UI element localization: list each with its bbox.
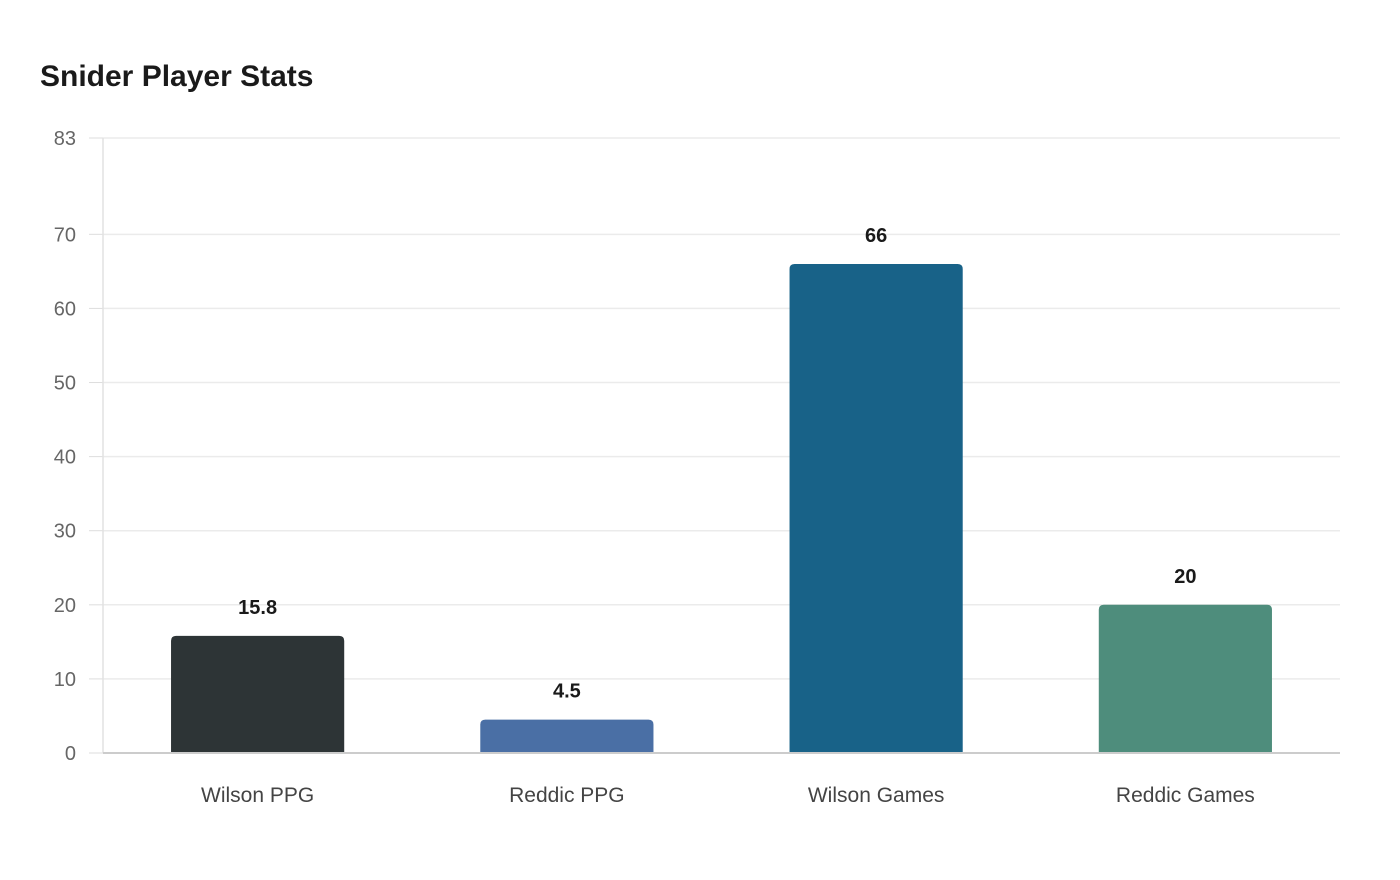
y-tick-label: 70 bbox=[54, 224, 76, 246]
y-tick-label: 50 bbox=[54, 373, 76, 395]
gridlines bbox=[103, 137, 1340, 680]
y-tick-label: 83 bbox=[54, 128, 76, 150]
y-tick-label: 30 bbox=[54, 521, 76, 543]
x-category-label: Wilson Games bbox=[808, 784, 945, 807]
bar-reddic-games bbox=[1098, 604, 1272, 753]
bar-wilson-games bbox=[789, 263, 963, 753]
axes: 0 10 20 30 40 50 60 70 83 bbox=[54, 128, 104, 765]
chart-title: Snider Player Stats bbox=[40, 60, 314, 93]
y-tick-label: 20 bbox=[54, 595, 76, 617]
y-tick-label: 40 bbox=[54, 447, 76, 469]
data-label: 15.8 bbox=[238, 597, 277, 619]
y-tick-label: 10 bbox=[54, 669, 76, 691]
data-label: 66 bbox=[865, 225, 887, 247]
y-tick-label: 0 bbox=[65, 743, 76, 765]
labels: 15.8 Wilson PPG 4.5 Reddic PPG 66 Wilson Game… bbox=[103, 225, 1340, 807]
x-category-label: Wilson PPG bbox=[201, 784, 314, 807]
data-label: 4.5 bbox=[553, 681, 581, 703]
bar-wilson-ppg bbox=[171, 635, 345, 753]
y-tick-label: 60 bbox=[54, 298, 76, 320]
bar-reddic-ppg bbox=[480, 719, 654, 753]
bars bbox=[171, 263, 1272, 753]
x-category-label: Reddic Games bbox=[1116, 784, 1255, 807]
x-category-label: Reddic PPG bbox=[509, 784, 625, 807]
data-label: 20 bbox=[1174, 566, 1196, 588]
